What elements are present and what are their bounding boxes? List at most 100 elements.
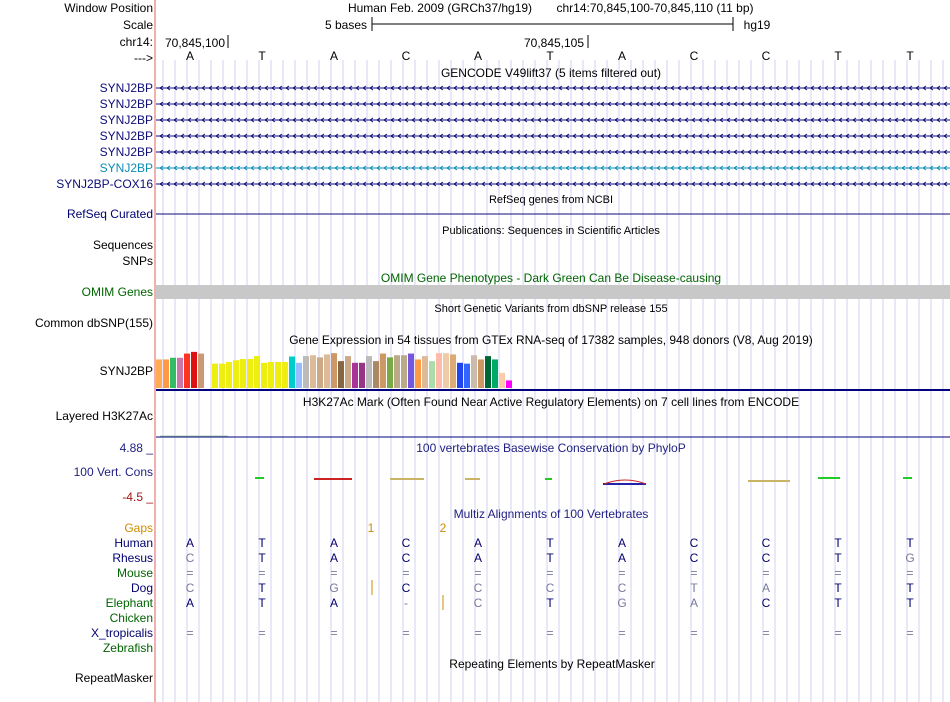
gencode-track-title[interactable]: GENCODE V49lift37 (5 items filtered out) <box>440 66 662 80</box>
gencode-transcript-label[interactable]: SYNJ2BP <box>99 113 153 127</box>
gtex-tissue-bar <box>408 353 414 388</box>
gtex-label[interactable]: SYNJ2BP <box>99 364 153 378</box>
gencode-transcript-label[interactable]: SYNJ2BP <box>99 145 153 159</box>
gtex-tissue-bar <box>212 363 218 388</box>
refseq-label[interactable]: RefSeq Curated <box>66 207 153 221</box>
multiz-species-label[interactable]: Human <box>114 536 153 550</box>
gtex-tissue-bar <box>240 359 246 388</box>
strand-arrow-label: ---> <box>134 51 153 65</box>
multiz-species-label[interactable]: Chicken <box>109 611 153 625</box>
alignment-base: A <box>329 551 339 565</box>
alignment-base: T <box>690 581 698 595</box>
refseq-track-title[interactable]: RefSeq genes from NCBI <box>488 194 614 206</box>
gencode-strand-arrows <box>159 149 948 155</box>
dna-base: T <box>834 49 842 63</box>
gtex-tissue-bar <box>156 359 162 388</box>
gtex-tissue-bar <box>268 361 274 388</box>
alignment-base: T <box>546 536 554 550</box>
gtex-tissue-bar <box>422 356 428 388</box>
scale-text: 5 bases <box>324 18 368 32</box>
alignment-base: = <box>690 566 698 580</box>
alignment-base: = <box>690 626 698 640</box>
gtex-tissue-bar <box>219 363 225 388</box>
alignment-base: C <box>761 551 771 565</box>
gencode-strand-arrows <box>159 165 948 171</box>
gtex-tissue-bar <box>499 372 505 388</box>
gtex-tissue-bar <box>457 362 463 388</box>
alignment-base: T <box>906 536 914 550</box>
phylop-score-mark <box>603 479 647 485</box>
gtex-tissue-bar <box>310 355 316 388</box>
omim-gene-bar <box>156 285 950 299</box>
gencode-strand-arrows <box>159 133 948 139</box>
gencode-transcript-label[interactable]: SYNJ2BP <box>99 81 153 95</box>
gencode-transcript-label[interactable]: SYNJ2BP <box>99 161 153 175</box>
alignment-base: = <box>618 566 626 580</box>
gaps-label[interactable]: Gaps <box>124 521 153 535</box>
alignment-base: T <box>546 596 554 610</box>
gencode-transcript-label[interactable]: SYNJ2BP <box>99 129 153 143</box>
multiz-track-title[interactable]: Multiz Alignments of 100 Vertebrates <box>453 507 649 521</box>
alignment-base: = <box>402 626 410 640</box>
gtex-tissue-bar <box>485 356 491 388</box>
gtex-tissue-bar <box>289 356 295 388</box>
dna-base: A <box>329 49 339 63</box>
alignment-base: G <box>329 581 339 595</box>
multiz-species-label[interactable]: Rhesus <box>112 551 153 565</box>
multiz-species-label[interactable]: Dog <box>130 581 153 595</box>
alignment-base: T <box>906 596 914 610</box>
alignment-base: T <box>834 596 842 610</box>
window-position-label: Window Position <box>64 1 153 15</box>
gtex-tissue-bar <box>303 356 309 388</box>
dbsnp-track-title[interactable]: Short Genetic Variants from dbSNP releas… <box>434 303 668 315</box>
gtex-track-title[interactable]: Gene Expression in 54 tissues from GTEx … <box>289 333 813 347</box>
phylop-track-title[interactable]: 100 vertebrates Basewise Conservation by… <box>416 441 686 455</box>
gtex-tissue-bar <box>275 361 281 388</box>
phylop-label[interactable]: 100 Vert. Cons <box>73 465 153 479</box>
alignment-base: = <box>834 626 842 640</box>
dbsnp-label[interactable]: Common dbSNP(155) <box>34 316 153 330</box>
omim-track-title[interactable]: OMIM Gene Phenotypes - Dark Green Can Be… <box>380 271 722 285</box>
omim-label[interactable]: OMIM Genes <box>81 285 153 299</box>
repeatmasker-track-title[interactable]: Repeating Elements by RepeatMasker <box>449 657 655 671</box>
gtex-tissue-bar <box>366 356 372 388</box>
gtex-tissue-bar <box>331 353 337 388</box>
dna-base: T <box>546 49 554 63</box>
alignment-base: A <box>617 551 627 565</box>
dna-base: T <box>258 49 266 63</box>
publications-track-title[interactable]: Publications: Sequences in Scientific Ar… <box>442 225 660 237</box>
gtex-tissue-bar <box>163 359 169 388</box>
dna-base: T <box>906 49 914 63</box>
gtex-tissue-bar <box>177 357 183 388</box>
dna-base: A <box>473 49 483 63</box>
alignment-base: = <box>618 626 626 640</box>
gtex-tissue-bar <box>282 361 288 388</box>
gtex-tissue-bar <box>436 353 442 388</box>
gtex-tissue-bar <box>450 354 456 388</box>
alignment-base: A <box>329 536 339 550</box>
h3k27ac-track-title[interactable]: H3K27Ac Mark (Often Found Near Active Re… <box>302 395 800 409</box>
alignment-base: C <box>401 536 411 550</box>
alignment-base: A <box>761 581 771 595</box>
snps-label[interactable]: SNPs <box>122 254 153 268</box>
dna-base: C <box>401 49 411 63</box>
multiz-species-label[interactable]: Zebrafish <box>102 641 153 655</box>
gencode-transcript-label[interactable]: SYNJ2BP <box>99 97 153 111</box>
assembly-text: Human Feb. 2009 (GRCh37/hg19) <box>347 1 533 15</box>
sequences-label[interactable]: Sequences <box>92 238 153 252</box>
multiz-species-label[interactable]: Mouse <box>116 566 153 580</box>
alignment-base: = <box>762 626 770 640</box>
multiz-species-label[interactable]: Elephant <box>105 596 153 610</box>
multiz-species-label[interactable]: X_tropicalis <box>90 626 153 640</box>
alignment-base: T <box>546 551 554 565</box>
h3k27ac-label[interactable]: Layered H3K27Ac <box>55 409 153 423</box>
gtex-tissue-bar <box>429 361 435 388</box>
alignment-base: A <box>185 596 195 610</box>
gtex-tissue-bar <box>324 354 330 388</box>
gtex-tissue-bar <box>415 359 421 388</box>
repeatmasker-label[interactable]: RepeatMasker <box>74 671 153 685</box>
gencode-strand-arrows <box>159 117 948 123</box>
gencode-transcript-label[interactable]: SYNJ2BP-COX16 <box>56 177 153 191</box>
gtex-tissue-bar <box>352 362 358 388</box>
